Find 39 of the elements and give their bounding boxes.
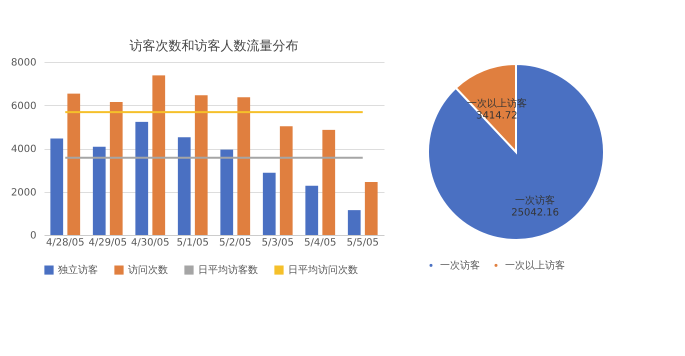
x-tick-label: 5/4/05 <box>304 238 336 248</box>
y-tick-label: 4000 <box>11 144 36 155</box>
bar <box>194 95 208 235</box>
bar <box>92 146 106 235</box>
pie-slice <box>427 63 605 241</box>
bar <box>237 97 250 235</box>
x-tick-label: 5/1/05 <box>176 238 209 248</box>
bar <box>110 102 123 235</box>
y-tick-label: 0 <box>30 230 36 242</box>
bar <box>220 150 234 235</box>
data-label: 25042.16 <box>511 207 559 218</box>
x-tick-label: 4/28/05 <box>46 238 85 248</box>
bar <box>348 210 361 235</box>
bar <box>67 94 80 235</box>
x-tick-label: 5/3/05 <box>262 238 294 248</box>
bar <box>152 75 166 235</box>
bar <box>135 122 148 235</box>
legend-label: 访问次数 <box>128 264 168 276</box>
x-tick-label: 4/30/05 <box>130 238 170 248</box>
legend-label: 独立访客 <box>58 264 98 276</box>
bar <box>178 137 191 235</box>
bar <box>262 172 276 235</box>
y-tick-label: 6000 <box>11 100 36 112</box>
x-tick-label: 5/5/05 <box>346 238 379 248</box>
slice-label: 一次访客 <box>515 194 556 206</box>
bar <box>322 130 336 235</box>
chart-title: 访客次数和访客人数流量分布 <box>130 38 298 54</box>
bar <box>50 138 64 235</box>
bar <box>364 182 378 235</box>
legend-label: 一次以上访客 <box>505 259 565 272</box>
x-tick-label: 4/29/05 <box>88 238 128 248</box>
legend-label: 日平均访问次数 <box>288 264 358 276</box>
legend-label: 一次访客 <box>440 259 480 272</box>
x-tick-label: 5/2/05 <box>219 238 252 248</box>
bar <box>280 126 293 235</box>
y-tick-label: 8000 <box>11 58 36 68</box>
legend-label: 日平均访客数 <box>198 264 258 276</box>
y-tick-label: 2000 <box>11 187 36 198</box>
bar <box>305 186 318 235</box>
